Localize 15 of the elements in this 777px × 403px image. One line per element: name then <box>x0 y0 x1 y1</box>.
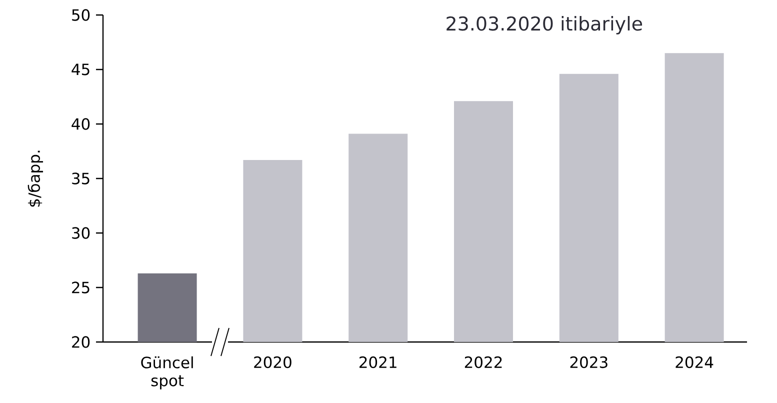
x-tick-label: 2024 <box>676 356 714 368</box>
y-axis-title: $/барр. <box>28 150 44 207</box>
x-tick-label: Güncel spot <box>141 356 193 390</box>
x-tick-label: 2020 <box>254 356 292 368</box>
x-tick-label: 2023 <box>570 356 608 368</box>
y-tick-label: 35 <box>72 172 90 184</box>
y-tick-label: 25 <box>72 282 90 294</box>
y-tick-label: 30 <box>72 227 90 239</box>
y-tick-label: 45 <box>72 64 90 76</box>
y-tick-label: 40 <box>72 118 90 130</box>
x-tick-label: 2021 <box>360 356 396 368</box>
y-tick-label: 20 <box>72 336 90 348</box>
chart-title: 23.03.2020 itibariyle <box>446 16 642 34</box>
x-tick-label: 2022 <box>464 356 502 368</box>
y-tick-label: 50 <box>72 9 90 21</box>
